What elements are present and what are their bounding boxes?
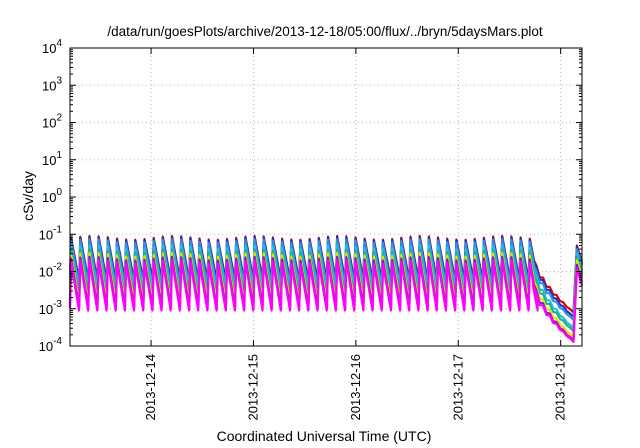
series-line [68, 248, 584, 333]
y-axis-title: cSv/day [20, 171, 36, 221]
x-axis-title: Coordinated Universal Time (UTC) [217, 428, 432, 444]
x-tick-label: 2013-12-15 [245, 354, 260, 421]
y-tick-label: 10-2 [39, 262, 63, 280]
chart-title: /data/run/goesPlots/archive/2013-12-18/0… [107, 24, 542, 39]
y-tick-label: 103 [42, 75, 62, 93]
x-tick-label: 2013-12-14 [143, 354, 158, 421]
y-tick-label: 100 [42, 187, 62, 205]
x-tick-label: 2013-12-16 [348, 354, 363, 421]
y-tick-label: 104 [42, 38, 62, 56]
x-tick-labels: 2013-12-14 2013-12-15 2013-12-16 2013-12-17… [143, 354, 568, 421]
ticks [70, 47, 582, 347]
x-tick-label: 2013-12-17 [450, 354, 465, 421]
x-tick-label: 2013-12-18 [553, 354, 568, 421]
y-tick-label: 10-4 [39, 336, 63, 354]
y-tick-label: 10-3 [39, 299, 63, 317]
series-line [68, 251, 584, 339]
series-line [68, 259, 584, 343]
y-tick-label: 101 [42, 150, 62, 168]
series-line [68, 255, 584, 342]
series-layer [68, 234, 584, 343]
y-tick-label: 10-1 [39, 224, 63, 242]
y-tick-labels: 10-4 10-3 10-2 10-1 100 101 102 103 104 [39, 38, 63, 354]
y-tick-label: 102 [42, 113, 62, 131]
